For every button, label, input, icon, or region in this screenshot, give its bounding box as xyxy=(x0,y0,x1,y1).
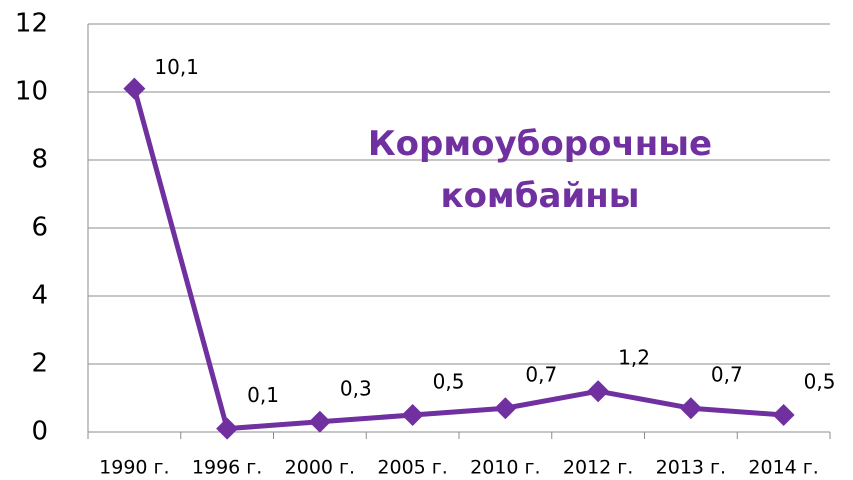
data-label: 0,7 xyxy=(525,363,557,387)
line xyxy=(131,87,784,432)
marker xyxy=(679,397,702,420)
x-tick-label: 2012 г. xyxy=(563,457,633,479)
marker xyxy=(772,404,795,426)
y-tick-label: 6 xyxy=(31,213,48,243)
x-tick-label: 2000 г. xyxy=(285,457,355,479)
marker xyxy=(123,77,146,100)
x-tick-label: 2005 г. xyxy=(377,457,447,479)
y-tick-label: 12 xyxy=(15,9,48,39)
y-tick-label: 8 xyxy=(31,145,48,175)
x-tick-label: 2013 г. xyxy=(656,457,726,479)
marker xyxy=(587,380,610,403)
x-tick-label: 2014 г. xyxy=(748,457,818,479)
x-tick-label: 1996 г. xyxy=(192,457,262,479)
data-label: 10,1 xyxy=(154,55,199,79)
y-tick-label: 0 xyxy=(31,417,48,447)
y-tick-label: 4 xyxy=(31,281,48,311)
marker xyxy=(216,417,239,440)
data-label: 0,7 xyxy=(711,363,743,387)
x-tick-label: 2010 г. xyxy=(470,457,540,479)
data-label: 0,3 xyxy=(340,376,372,400)
marker xyxy=(401,404,424,426)
y-tick-label: 10 xyxy=(15,77,48,107)
data-label: 0,1 xyxy=(247,383,279,407)
data-label: 0,5 xyxy=(433,370,465,394)
marker xyxy=(308,410,331,433)
y-tick-label: 2 xyxy=(31,349,48,379)
marker xyxy=(494,397,517,420)
x-tick-label: 1990 г. xyxy=(99,457,169,479)
data-label: 0,5 xyxy=(804,370,836,394)
chart-title: Кормоуборочные комбайны xyxy=(367,124,713,216)
data-label: 1,2 xyxy=(618,346,650,370)
